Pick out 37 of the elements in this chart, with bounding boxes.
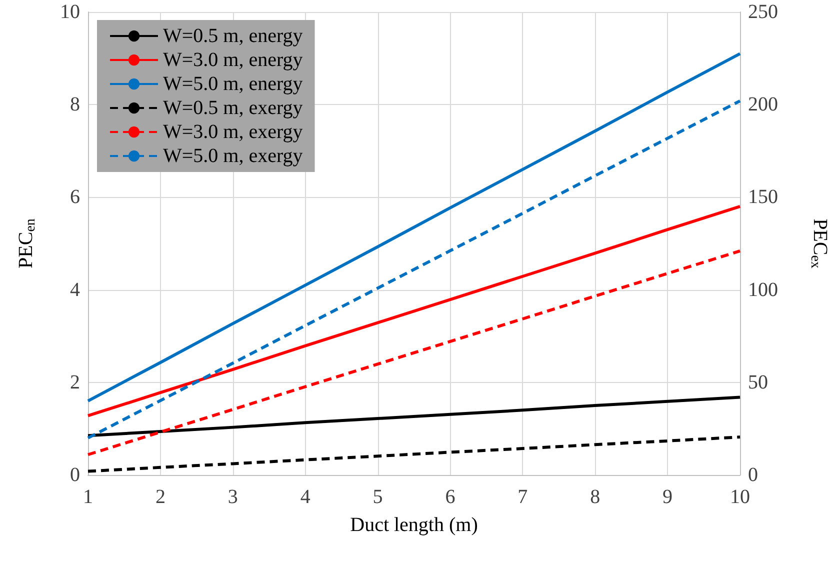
x-tick-label: 1: [83, 486, 93, 508]
line-series: [86, 52, 742, 402]
x-tick-label: 4: [300, 486, 310, 508]
x-axis-title: Duct length (m): [350, 514, 478, 536]
legend-label: W=5.0 m, exergy: [163, 145, 303, 167]
y2-tick-label: 50: [748, 371, 768, 394]
x-tick-label: 5: [372, 486, 383, 508]
x-tick-label: 7: [518, 486, 528, 508]
y-tick-label: 8: [70, 94, 80, 116]
x-tick-label: 10: [730, 486, 750, 508]
y-tick-label: 10: [60, 1, 80, 23]
y2-tick-label: 0: [748, 464, 758, 486]
y-tick-label: 0: [70, 464, 80, 486]
y2-axis-title: PECex: [808, 218, 831, 268]
y-axis-title: PECen: [15, 218, 38, 268]
x-tick-label: 2: [155, 486, 166, 508]
legend-label: W=5.0 m, energy: [163, 73, 303, 95]
x-tick-label: 9: [662, 486, 673, 508]
legend-label: W=0.5 m, energy: [163, 25, 303, 47]
y2-tick-label: 200: [748, 94, 778, 116]
y2-tick-label: 250: [748, 1, 778, 23]
line-series: [86, 396, 742, 438]
legend-label: W=0.5 m, exergy: [163, 97, 303, 119]
y2-tick-label: 150: [748, 186, 778, 208]
y-tick-label: 4: [70, 278, 80, 301]
y-tick-label: 6: [70, 186, 80, 208]
legend-label: W=3.0 m, energy: [163, 49, 303, 71]
y-tick-label: 2: [70, 371, 80, 394]
x-tick-label: 8: [590, 486, 600, 508]
legend-label: W=3.0 m, exergy: [163, 121, 303, 143]
line-series: [86, 436, 742, 473]
x-tick-label: 6: [445, 486, 456, 508]
line-series: [86, 249, 742, 456]
line-series: [86, 204, 742, 418]
x-tick-label: 3: [228, 486, 238, 508]
line-series: [86, 99, 742, 440]
y2-tick-label: 100: [748, 278, 778, 301]
